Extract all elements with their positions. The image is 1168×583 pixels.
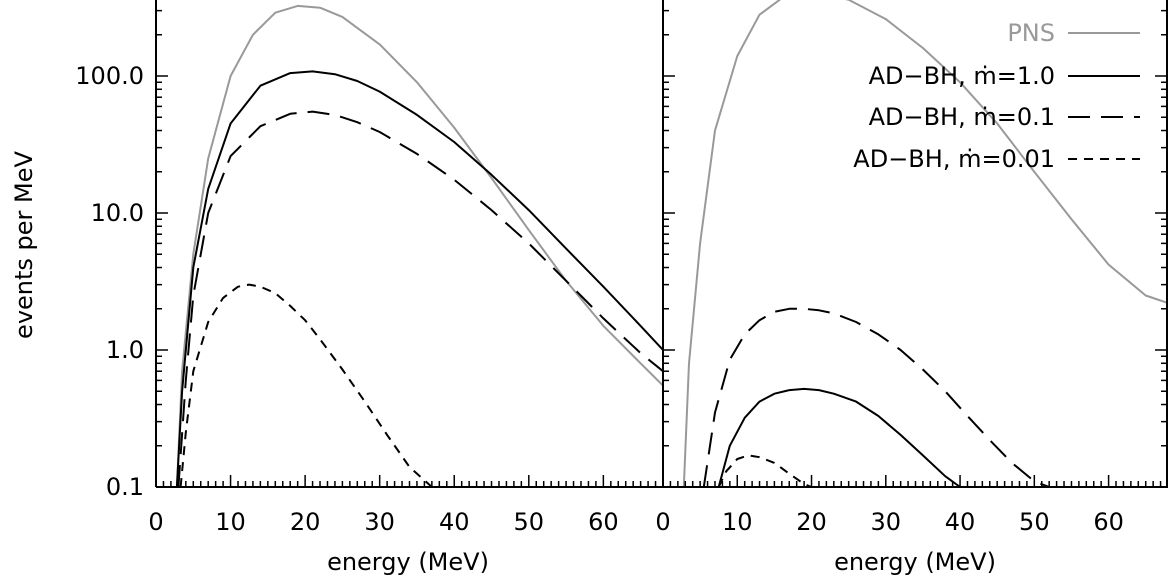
left-series-line-1 (175, 70, 663, 487)
legend-label: AD−BH, ṁ=1.0 (869, 62, 1055, 90)
left-x-tick-label: 10 (215, 508, 246, 536)
right-x-tick-label: 20 (796, 508, 827, 536)
left-y-tick-label: 0.1 (106, 473, 144, 501)
legend-label: AD−BH, ṁ=0.1 (869, 103, 1055, 131)
series-group (175, 4, 663, 487)
legend: PNS AD−BH, ṁ=1.0 AD−BH, ṁ=0.1 AD−BH, ṁ=0.01 (853, 19, 1140, 173)
left-panel: 0 10 20 30 40 50 60 0.1 1.0 10.0 100.0 (75, 0, 663, 536)
right-panel: 0 10 20 30 40 50 60 PNS AD−BH, ṁ=1.0 AD−BH, ṁ=0.… (655, 0, 1168, 536)
legend-label: AD−BH, ṁ=0.01 (853, 145, 1055, 173)
right-series-line-3 (717, 454, 812, 487)
left-x-tick-label: 0 (148, 508, 163, 536)
right-series-line-2 (702, 307, 1050, 487)
left-x-tick-label: 60 (588, 508, 619, 536)
left-plot-area (175, 4, 663, 487)
series-group (682, 0, 1168, 487)
right-x-tick-label: 60 (1093, 508, 1124, 536)
x-axis-title-left: energy (MeV) (327, 548, 489, 576)
left-x-tick-label: 20 (290, 508, 321, 536)
legend-label: PNS (1007, 19, 1055, 47)
left-axes: 0 10 20 30 40 50 60 0.1 1.0 10.0 100.0 (75, 0, 663, 536)
left-series-line-2 (177, 110, 663, 487)
right-x-tick-label: 10 (722, 508, 753, 536)
right-x-tick-label: 40 (945, 508, 976, 536)
left-series-line-0 (175, 4, 663, 487)
right-x-tick-label: 30 (871, 508, 902, 536)
right-x-tick-label: 50 (1019, 508, 1050, 536)
right-plot-area (682, 0, 1168, 487)
x-axis-title-right: energy (MeV) (834, 548, 996, 576)
right-x-tick-label: 0 (655, 508, 670, 536)
left-y-tick-label: 1.0 (106, 336, 144, 364)
left-y-tick-label: 10.0 (91, 199, 144, 227)
left-series-line-3 (179, 283, 433, 487)
y-axis-title: events per MeV (10, 150, 38, 338)
left-y-tick-label: 100.0 (75, 62, 144, 90)
left-x-tick-label: 30 (364, 508, 395, 536)
right-axes: 0 10 20 30 40 50 60 (655, 0, 1168, 536)
right-series-line-0 (682, 0, 1168, 487)
left-x-tick-label: 40 (439, 508, 470, 536)
right-series-line-1 (717, 387, 961, 487)
left-x-tick-label: 50 (514, 508, 545, 536)
